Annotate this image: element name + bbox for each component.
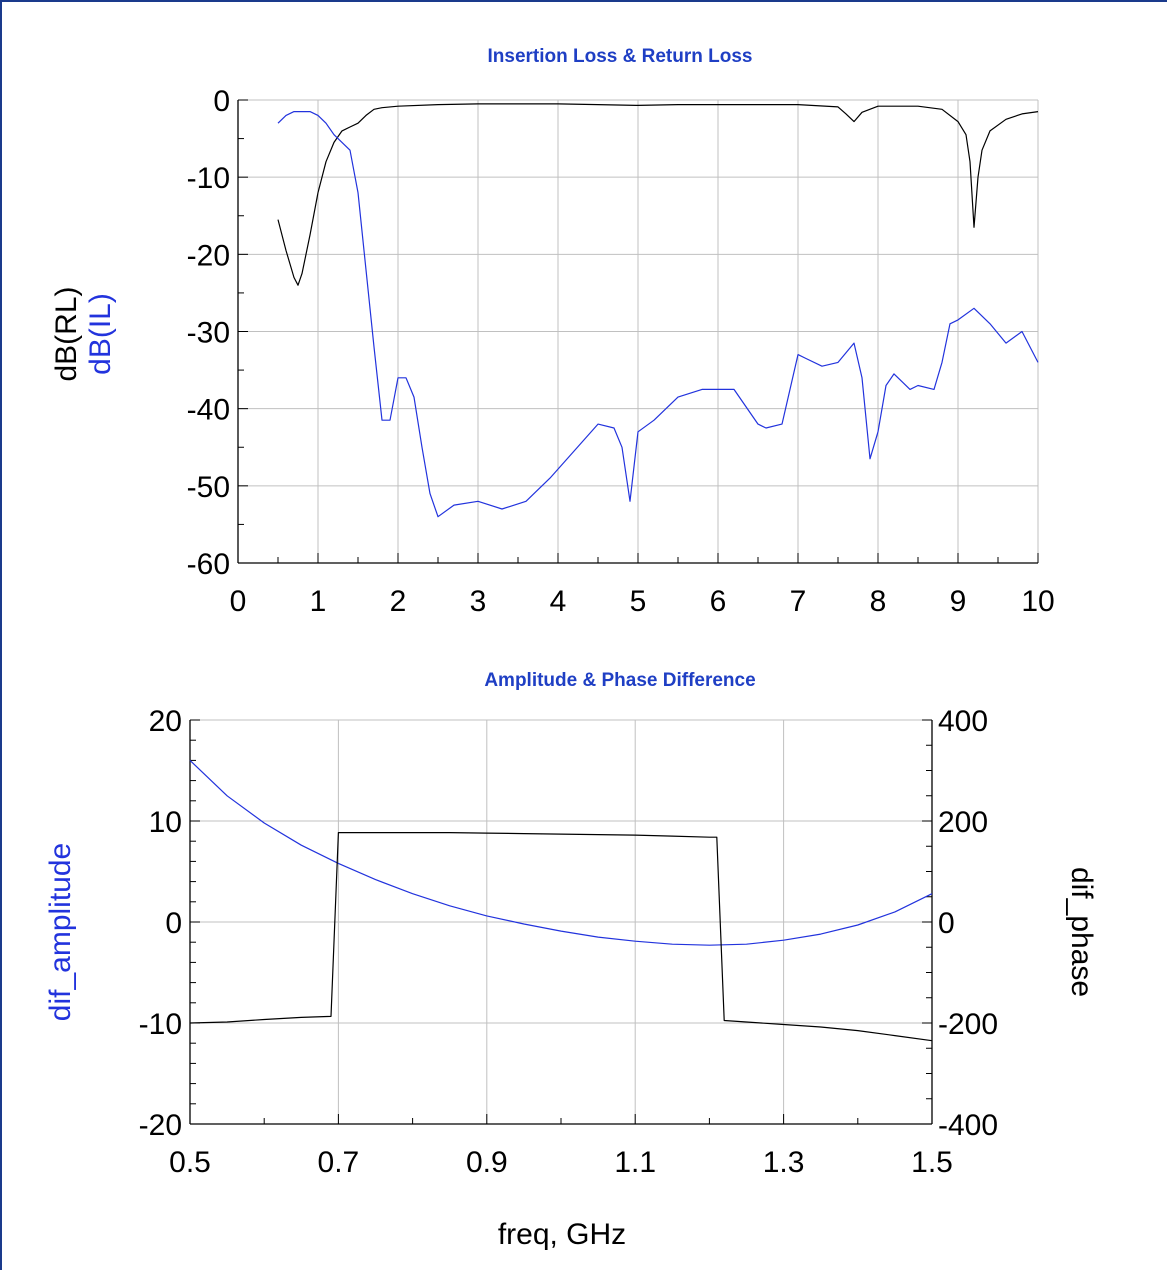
x-tick-label: 3 xyxy=(470,585,487,618)
x-tick-label: 5 xyxy=(630,585,647,618)
y-tick-label: 0 xyxy=(213,85,230,118)
x-tick-label: 7 xyxy=(790,585,807,618)
x-tick-label: 4 xyxy=(550,585,567,618)
series-line-dbil xyxy=(277,110,1039,518)
y-axis-label-il: dB(IL) xyxy=(84,293,117,375)
chart-title: Insertion Loss & Return Loss xyxy=(488,46,753,67)
x-tick-label: 9 xyxy=(950,585,967,618)
x-tick-label: 1 xyxy=(310,585,327,618)
x-tick-label: 2 xyxy=(390,585,407,618)
y-tick-label: -50 xyxy=(187,471,230,504)
y-tick-label: -10 xyxy=(187,162,230,195)
x-tick-label: 10 xyxy=(1021,585,1054,618)
insertion-return-loss-chart: Insertion Loss & Return Loss 0 1 2 3 4 5 6 7 8 9 1… xyxy=(50,46,1055,618)
y-tick-label: -20 xyxy=(187,239,230,272)
y-tick-label: -60 xyxy=(187,548,230,581)
x-tick-label: 6 xyxy=(710,585,727,618)
x-tick-label: 0 xyxy=(230,585,247,618)
series-line-dbrl xyxy=(277,103,1039,286)
y-tick-label: -40 xyxy=(187,394,230,427)
y-axis-label-rl: dB(RL) xyxy=(50,286,83,381)
y-tick-label: -30 xyxy=(187,317,230,350)
x-tick-label: 8 xyxy=(870,585,887,618)
